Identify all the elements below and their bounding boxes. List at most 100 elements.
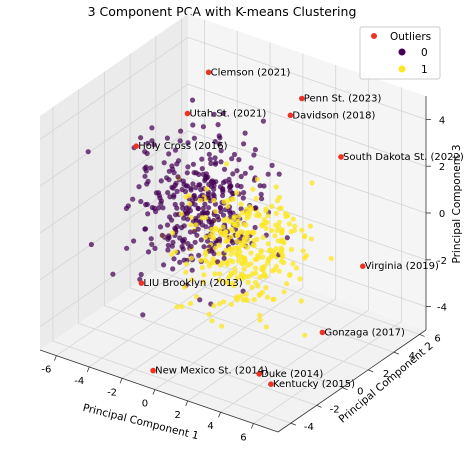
- cluster-0-point: [158, 178, 164, 184]
- cluster-1-point: [266, 247, 272, 254]
- cluster-0-point: [240, 288, 246, 294]
- cluster-1-point: [187, 300, 194, 307]
- x-gridline: [89, 30, 238, 368]
- cluster-1-point: [199, 264, 205, 271]
- cluster-1-point: [239, 260, 245, 266]
- cluster-0-point: [199, 156, 205, 162]
- cluster-1-point: [281, 289, 287, 295]
- cluster-0-point: [144, 150, 150, 157]
- cluster-1-point: [234, 294, 240, 300]
- cluster-1-point: [219, 323, 225, 329]
- cluster-0-point: [172, 225, 178, 231]
- cluster-1-point: [231, 283, 237, 289]
- cluster-0-point: [231, 151, 238, 158]
- cluster-1-point: [274, 227, 280, 234]
- y-gridline: [181, 18, 420, 335]
- cluster-0-point: [190, 181, 196, 187]
- cluster-1-point: [203, 258, 209, 264]
- cluster-0-point: [217, 236, 223, 242]
- cluster-0-point: [242, 130, 248, 136]
- cluster-1-point: [198, 257, 204, 263]
- x-tick-mark: [119, 378, 123, 384]
- cluster-0-point: [252, 147, 258, 153]
- cluster-1-point: [244, 245, 250, 251]
- legend: Outliers 0 1: [359, 26, 441, 80]
- cluster-1-point: [271, 296, 277, 302]
- cluster-1-point: [228, 301, 235, 307]
- cluster-1-point: [178, 211, 184, 217]
- y-tick-mark: [367, 369, 374, 373]
- outlier-point: [360, 263, 366, 270]
- cluster-1-point: [302, 233, 308, 239]
- cluster-1-point: [260, 234, 266, 240]
- cluster-0-point: [173, 180, 179, 186]
- cluster-1-point: [283, 211, 289, 217]
- outlier-label: Davidson (2018): [292, 110, 375, 121]
- cluster-1-point: [235, 223, 241, 229]
- cluster-1-point: [234, 238, 240, 245]
- cluster-1-point: [253, 195, 259, 202]
- cluster-1-point: [273, 246, 279, 252]
- cluster-0-point: [151, 142, 157, 148]
- cluster-1-point: [226, 274, 232, 280]
- outlier-point: [256, 371, 263, 377]
- cluster-0-point: [191, 229, 197, 235]
- cluster-0-point: [184, 211, 190, 217]
- cluster-1-point: [300, 248, 306, 254]
- cluster-1-point: [202, 214, 209, 221]
- x-tick-label: -4: [74, 376, 84, 387]
- cluster-0-point: [180, 246, 186, 252]
- cluster-0-point: [144, 201, 150, 207]
- cluster-0-point: [166, 151, 172, 157]
- cluster-0-point: [214, 213, 221, 220]
- cluster-1-point: [256, 292, 262, 298]
- cluster-1-point: [273, 184, 279, 190]
- y-tick-label: 4: [409, 351, 415, 362]
- cluster-1-point: [243, 206, 250, 212]
- cluster-0-point: [142, 165, 148, 171]
- outlier-point: [287, 112, 294, 119]
- cluster-1-point: [264, 294, 270, 300]
- cluster-1-point: [197, 197, 203, 203]
- cluster-1-point: [309, 180, 315, 186]
- x-tick-mark: [152, 389, 156, 395]
- cluster-1-point: [252, 265, 259, 271]
- cluster-1-point: [257, 317, 263, 323]
- cluster-0-point: [206, 205, 212, 211]
- legend-label-1: 1: [421, 64, 428, 76]
- cluster-1-point: [243, 291, 249, 297]
- cluster-1-point: [223, 247, 229, 253]
- cluster-0-point: [212, 139, 218, 145]
- cluster-0-point: [242, 170, 248, 176]
- x-tick-mark: [54, 355, 57, 361]
- cluster-1-point: [222, 279, 228, 285]
- outlier-point: [150, 367, 156, 374]
- cluster-1-point: [211, 197, 217, 204]
- cluster-1-point: [221, 217, 227, 223]
- cluster-0-point: [252, 224, 258, 231]
- cluster-0-point: [221, 255, 227, 261]
- cluster-1-point: [271, 250, 277, 256]
- cluster-1-point: [299, 227, 305, 233]
- cluster-0-point: [220, 110, 226, 116]
- cluster-0-point: [174, 161, 180, 167]
- cluster-0-point: [188, 243, 194, 249]
- outlier-label: New Mexico St. (2014): [155, 366, 268, 377]
- cluster-0-point: [205, 238, 211, 244]
- outlier-label: Gonzaga (2017): [324, 327, 405, 338]
- cluster-0-point: [189, 267, 195, 273]
- cluster-0-point: [201, 244, 207, 250]
- cluster-1-point: [224, 198, 231, 204]
- cluster-0-point: [169, 243, 175, 249]
- x-gridline: [253, 87, 402, 424]
- cluster-0-point: [180, 205, 186, 211]
- cluster-1-point: [328, 255, 334, 262]
- outlier-point: [319, 329, 326, 336]
- cluster-1-point: [273, 263, 279, 270]
- cluster-0-point: [160, 205, 166, 211]
- outlier-label: South Dakota St. (2022): [343, 152, 464, 163]
- cluster-0-point: [220, 180, 226, 186]
- cluster-1-point: [234, 252, 241, 258]
- cluster-0-point: [218, 209, 224, 215]
- cluster-0-point: [188, 187, 194, 193]
